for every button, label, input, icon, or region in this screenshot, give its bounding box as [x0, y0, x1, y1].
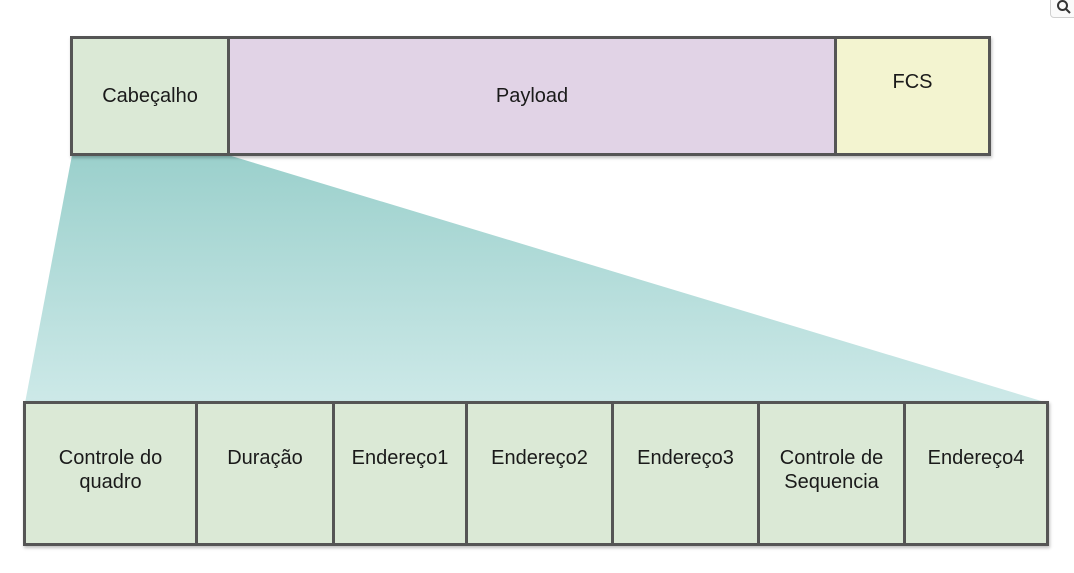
field-label: Controle do quadro [58, 447, 163, 493]
field-label: Endereço4 [927, 447, 1025, 469]
frame-fcs-cell: FCS [834, 39, 988, 153]
field-address-1: Endereço1 [332, 404, 465, 543]
wedge-shape [25, 155, 1048, 403]
field-label: Endereço3 [637, 447, 734, 469]
frame-fcs-label: FCS [892, 71, 933, 93]
field-label: Endereço2 [491, 447, 588, 469]
field-address-3: Endereço3 [611, 404, 757, 543]
frame-header-cell: Cabeçalho [73, 39, 227, 153]
frame-structure: Cabeçalho Payload FCS [70, 36, 991, 156]
field-address-2: Endereço2 [465, 404, 611, 543]
frame-payload-label: Payload [495, 85, 569, 107]
header-fields-row: Controle do quadro Duração Endereço1 End… [23, 401, 1049, 546]
field-label: Duração [227, 447, 303, 469]
field-label: Endereço1 [351, 447, 449, 469]
search-icon [1057, 0, 1071, 14]
search-button[interactable] [1050, 0, 1074, 18]
field-address-4: Endereço4 [903, 404, 1046, 543]
field-frame-control: Controle do quadro [26, 404, 195, 543]
frame-header-label: Cabeçalho [102, 85, 198, 107]
field-sequence-control: Controle de Sequencia [757, 404, 903, 543]
field-label: Controle de Sequencia [779, 447, 884, 493]
frame-payload-cell: Payload [227, 39, 834, 153]
field-duration: Duração [195, 404, 332, 543]
